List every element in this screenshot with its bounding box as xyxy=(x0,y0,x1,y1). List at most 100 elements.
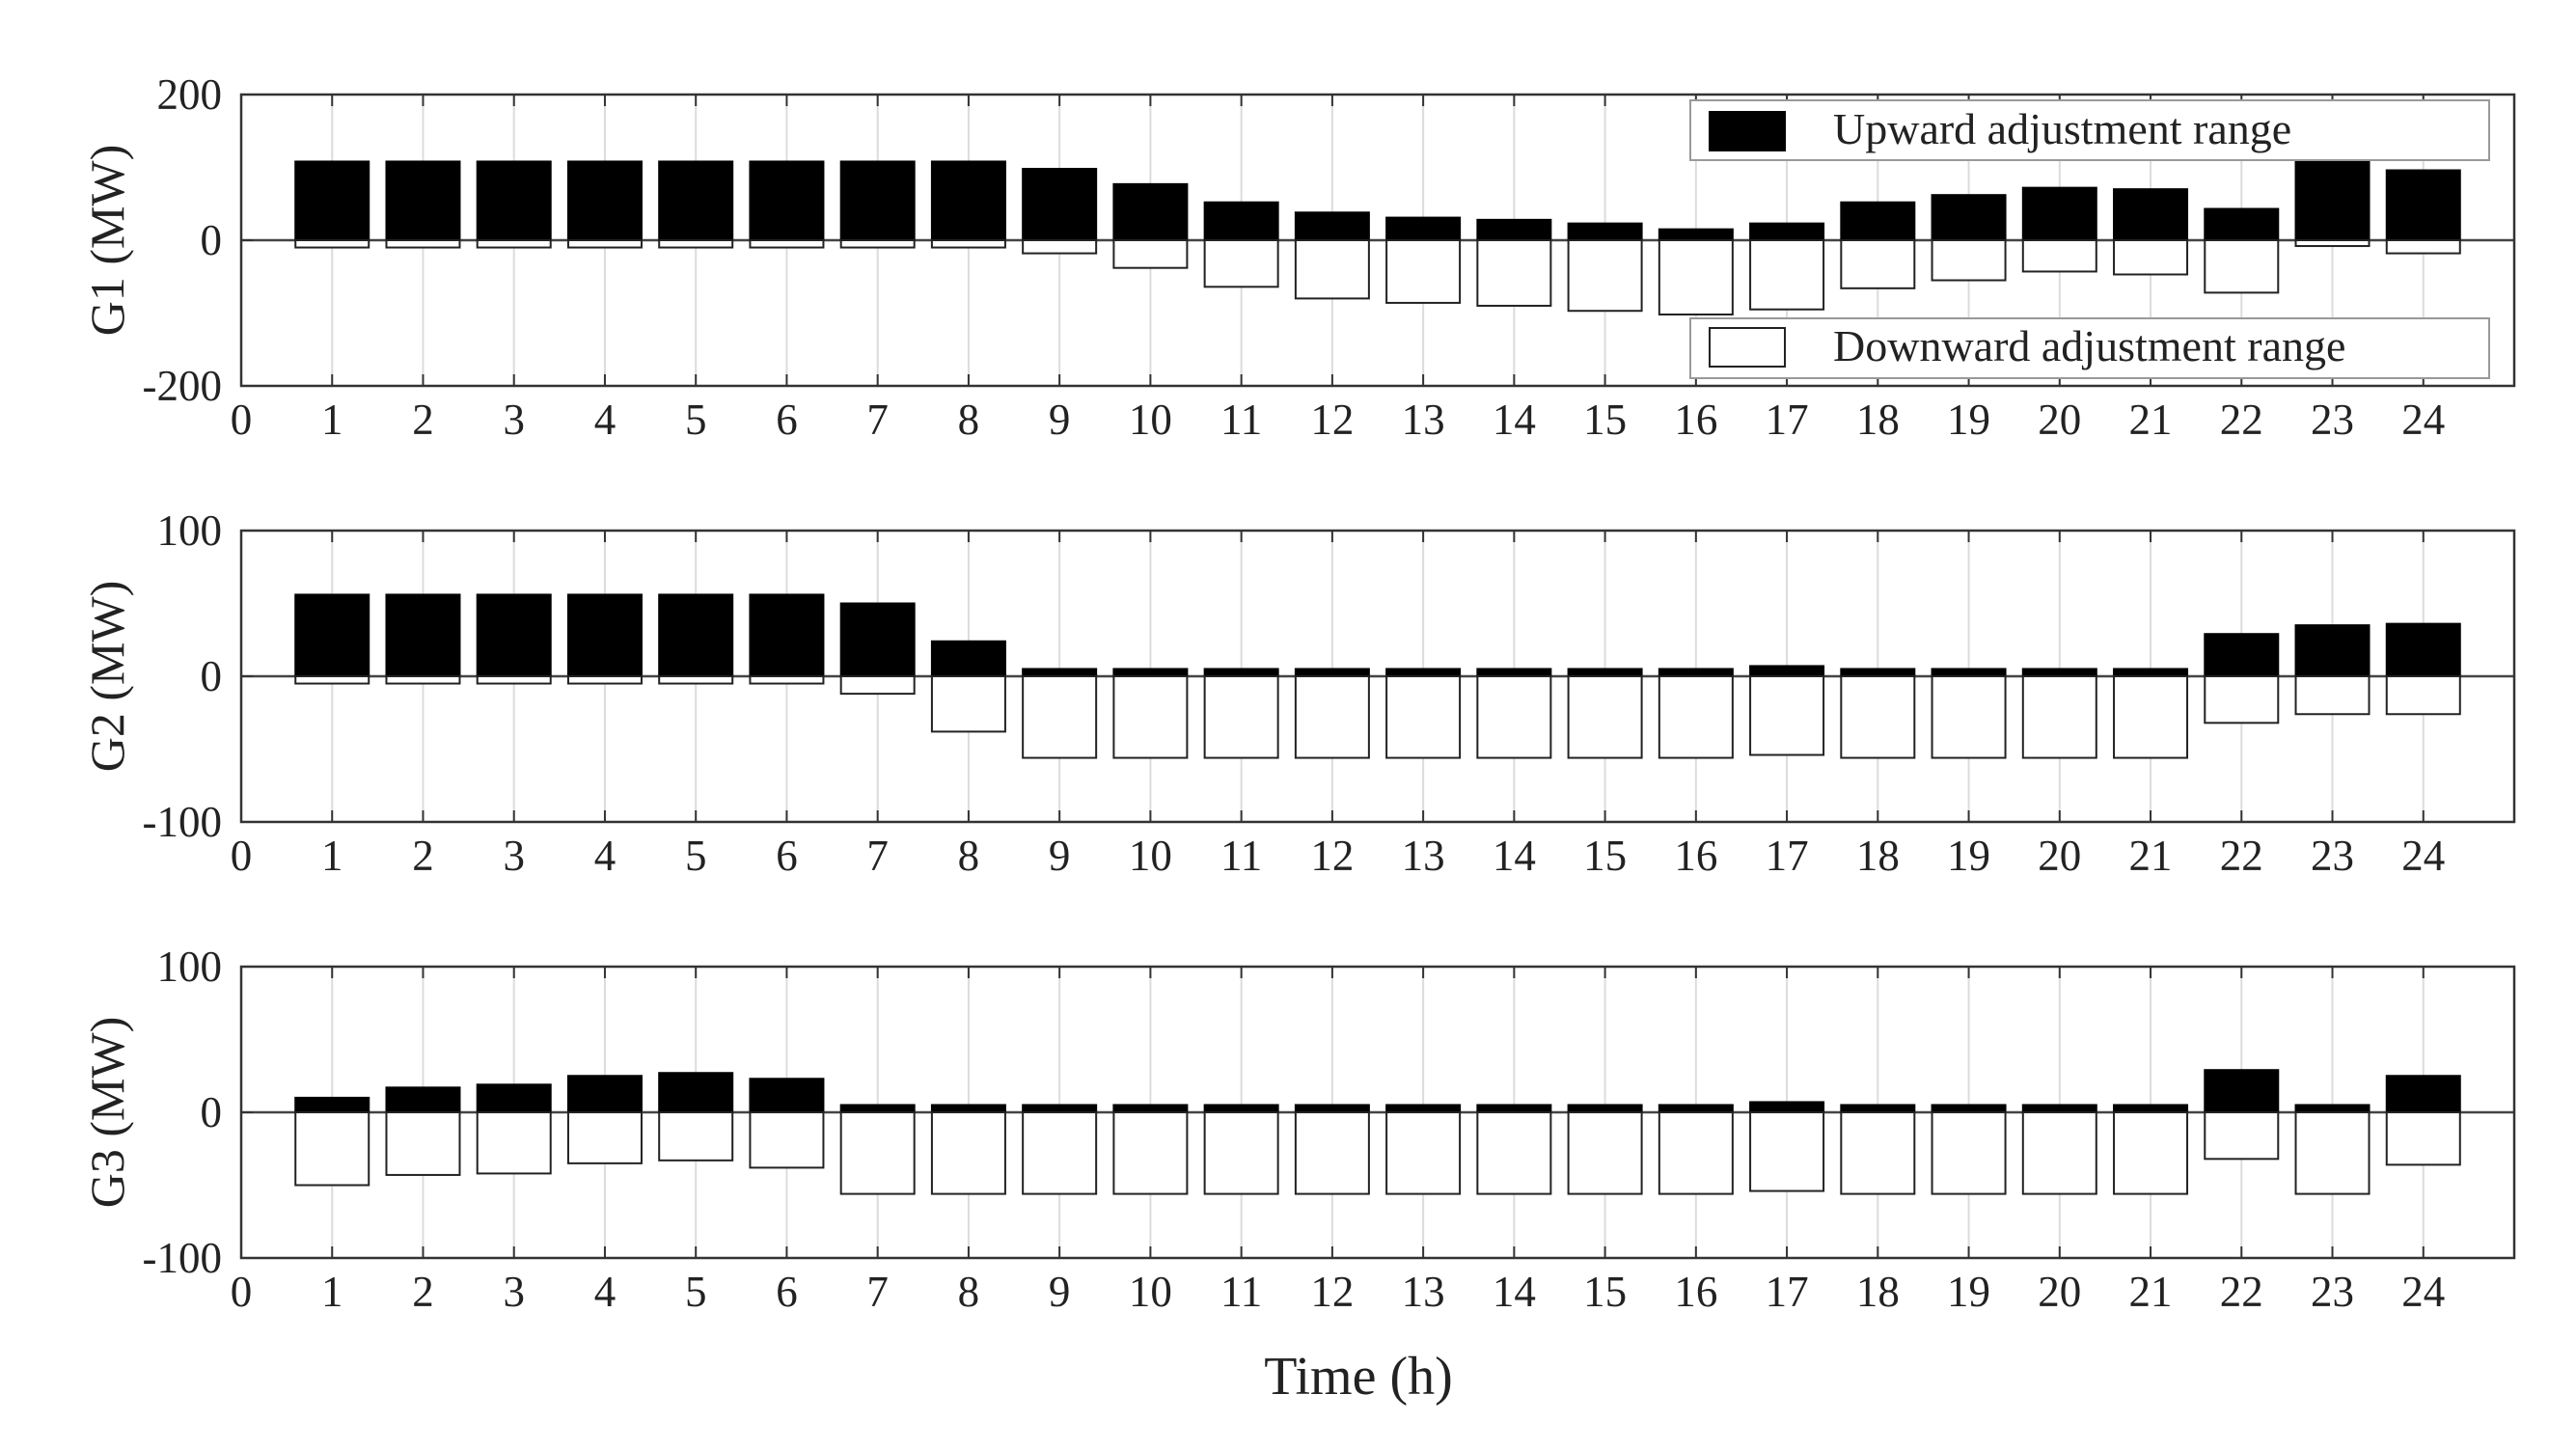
bar-upward xyxy=(2294,1104,2370,1113)
bar-downward xyxy=(2204,239,2280,294)
bar-downward xyxy=(566,1111,643,1164)
bar-upward xyxy=(658,1072,734,1113)
bar-upward xyxy=(1022,668,1098,678)
x-tick-label: 3 xyxy=(503,832,525,880)
x-tick-label: 17 xyxy=(1766,1268,1809,1316)
x-tick-label: 5 xyxy=(685,832,707,880)
bar-downward xyxy=(749,239,825,249)
bar-upward xyxy=(1112,668,1189,678)
x-tick-label: 19 xyxy=(1947,832,1990,880)
bar-downward xyxy=(930,1111,1006,1195)
bar-downward xyxy=(1567,1111,1643,1195)
x-tick-label: 13 xyxy=(1402,396,1445,444)
legend-label-downward: Downward adjustment range xyxy=(1833,321,2345,370)
bar-upward xyxy=(2385,622,2461,678)
bar-downward xyxy=(294,675,370,685)
bar-upward xyxy=(2294,624,2370,678)
bar-downward xyxy=(1567,675,1643,759)
x-tick-label: 0 xyxy=(231,832,253,880)
x-tick-label: 15 xyxy=(1583,1268,1627,1316)
bar-downward xyxy=(1931,1111,2007,1195)
bar-upward xyxy=(930,160,1006,242)
x-tick-label: 20 xyxy=(2038,396,2081,444)
bar-downward xyxy=(1476,1111,1552,1195)
bar-downward xyxy=(839,675,916,696)
x-tick-label: 15 xyxy=(1583,832,1627,880)
bar-upward xyxy=(1931,1104,2007,1113)
x-tick-label: 7 xyxy=(866,1268,889,1316)
bar-upward xyxy=(476,1083,552,1114)
x-tick-label: 1 xyxy=(321,396,343,444)
bar-downward xyxy=(1476,239,1552,307)
x-tick-label: 18 xyxy=(1856,396,1900,444)
bar-upward xyxy=(930,640,1006,678)
x-tick-label: 13 xyxy=(1402,1268,1445,1316)
x-tick-label: 24 xyxy=(2401,1268,2445,1316)
x-tick-label: 9 xyxy=(1049,1268,1071,1316)
bar-downward xyxy=(2294,675,2370,716)
bar-upward xyxy=(566,593,643,677)
x-tick-label: 4 xyxy=(594,832,617,880)
bar-downward xyxy=(385,239,461,249)
bar-upward xyxy=(1658,1104,1734,1113)
bar-downward xyxy=(1203,675,1279,759)
y-tick-label: 100 xyxy=(157,506,223,555)
x-tick-label: 14 xyxy=(1493,832,1536,880)
bar-upward xyxy=(1294,211,1370,241)
bar-downward xyxy=(839,1111,916,1195)
x-tick-label: 9 xyxy=(1049,396,1071,444)
y-tick-label: -100 xyxy=(143,1234,223,1282)
bar-upward xyxy=(2204,633,2280,678)
bar-upward xyxy=(2204,1069,2280,1113)
x-tick-label: 20 xyxy=(2038,832,2081,880)
bar-upward xyxy=(658,160,734,242)
bar-upward xyxy=(476,593,552,677)
bar-upward xyxy=(1294,668,1370,678)
y-tick-label: -100 xyxy=(143,798,223,846)
x-tick-label: 7 xyxy=(866,832,889,880)
x-tick-label: 21 xyxy=(2129,832,2173,880)
bar-upward xyxy=(294,160,370,242)
y-tick-label: 0 xyxy=(201,1088,223,1136)
bar-downward xyxy=(1022,1111,1098,1195)
bar-downward xyxy=(566,675,643,685)
bar-downward xyxy=(2021,239,2097,273)
x-tick-label: 0 xyxy=(231,396,253,444)
x-tick-label: 16 xyxy=(1674,396,1717,444)
y-tick-label: 0 xyxy=(201,216,223,264)
legend-box-upward xyxy=(1689,99,2490,161)
x-tick-label: 16 xyxy=(1674,832,1717,880)
x-axis-label: Time (h) xyxy=(1264,1347,1453,1407)
x-tick-label: 7 xyxy=(866,396,889,444)
legend: Upward adjustment range Downward adjustme… xyxy=(1689,99,2490,379)
bar-upward xyxy=(1476,1104,1552,1113)
bar-downward xyxy=(2113,239,2189,276)
y-tick-label: -200 xyxy=(143,362,223,410)
bar-upward xyxy=(1022,1104,1098,1113)
bar-upward xyxy=(1112,1104,1189,1113)
bar-upward xyxy=(1840,1104,1916,1113)
bar-downward xyxy=(658,239,734,249)
x-tick-label: 16 xyxy=(1674,1268,1717,1316)
panel-2: 0 1 2 3 4 5 6 7 8 9 10 11 12 13 14 15 16 17 18 19 20 21 22 23 24… xyxy=(80,506,2516,880)
bar-downward xyxy=(839,239,916,249)
bar-downward xyxy=(1112,239,1189,269)
x-tick-label: 5 xyxy=(685,396,707,444)
bar-downward xyxy=(930,675,1006,733)
bar-downward xyxy=(476,1111,552,1175)
x-tick-label: 23 xyxy=(2311,832,2354,880)
x-tick-label: 18 xyxy=(1856,832,1900,880)
bar-downward xyxy=(2204,1111,2280,1161)
bar-upward xyxy=(2204,207,2280,242)
bar-downward xyxy=(930,239,1006,249)
bar-downward xyxy=(749,675,825,685)
y-axis-label: G2 (MW) xyxy=(80,581,134,773)
bar-upward xyxy=(1931,194,2007,242)
bar-downward xyxy=(1294,239,1370,300)
x-tick-label: 2 xyxy=(412,832,434,880)
bar-upward xyxy=(2113,1104,2189,1113)
y-tick-label: 100 xyxy=(157,943,223,991)
x-tick-label: 13 xyxy=(1402,832,1445,880)
bar-downward xyxy=(476,239,552,249)
x-tick-label: 17 xyxy=(1766,832,1809,880)
